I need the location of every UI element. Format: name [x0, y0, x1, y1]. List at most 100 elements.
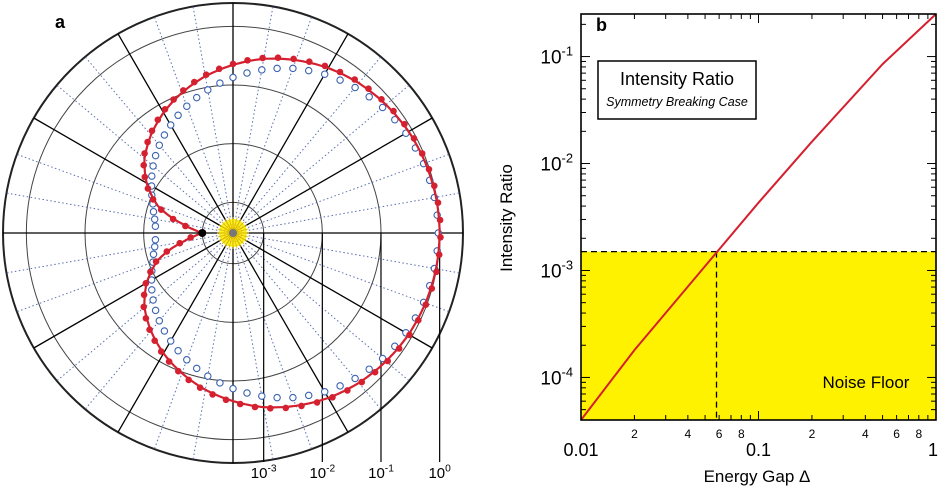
red-marker: [433, 268, 440, 276]
blue-marker: [150, 243, 159, 251]
blue-marker: [149, 296, 157, 304]
blue-marker: [166, 337, 175, 345]
red-marker: [371, 368, 379, 376]
red-marker: [169, 215, 177, 223]
red-marker: [182, 222, 189, 230]
red-marker: [425, 166, 433, 173]
blue-marker: [391, 115, 399, 124]
blue-marker: [320, 70, 329, 78]
legend-title: Intensity Ratio: [620, 69, 734, 89]
blue-marker: [229, 384, 237, 393]
red-marker: [365, 85, 372, 92]
red-marker: [151, 337, 158, 345]
y-axis-label: Intensity Ratio: [497, 164, 516, 272]
y-tick-label: 10-1: [540, 44, 573, 69]
red-marker: [418, 150, 426, 157]
blue-marker: [151, 306, 160, 315]
center-hatch: [217, 217, 249, 249]
red-marker: [344, 387, 351, 394]
grid-spoke: [117, 232, 234, 433]
red-marker: [148, 127, 156, 135]
axis-ticks: [580, 14, 936, 421]
blue-marker: [151, 236, 160, 244]
red-marker: [144, 138, 151, 146]
red-marker: [306, 58, 313, 65]
blue-marker: [258, 392, 266, 400]
red-marker: [163, 248, 171, 255]
red-marker: [422, 301, 430, 309]
blue-marker: [166, 121, 175, 129]
blue-marker: [258, 66, 266, 74]
blue-marker: [148, 286, 156, 294]
red-marker: [146, 326, 153, 334]
x-major-tick-label: 0.01: [563, 440, 598, 460]
red-marker: [149, 196, 157, 203]
radial-tick-labels: 10-3 10-2 10-1 100: [251, 464, 451, 482]
x-minor-tick-label: 6: [716, 427, 723, 441]
red-marker: [157, 206, 165, 213]
blue-marker: [216, 379, 224, 387]
blue-marker: [243, 69, 251, 77]
red-curve-endpoint: [198, 229, 207, 237]
x-minor-tick-label: 8: [915, 427, 922, 441]
panel-b-label: b: [596, 15, 607, 35]
red-marker: [267, 405, 274, 412]
blue-marker: [304, 391, 313, 400]
blue-marker: [183, 102, 191, 110]
blue-marker: [273, 64, 281, 73]
red-marker: [236, 400, 244, 408]
blue-marker: [174, 346, 182, 355]
red-marker: [191, 78, 198, 86]
red-marker: [185, 376, 192, 384]
red-marker: [436, 216, 444, 224]
red-marker: [170, 96, 177, 103]
x-minor-tick-label: 2: [631, 427, 638, 441]
y-tick-label: 10-2: [540, 151, 573, 176]
x-minor-tick-label: 6: [893, 427, 900, 441]
red-marker: [290, 55, 297, 63]
red-marker: [406, 331, 413, 339]
grid-spoke: [33, 232, 234, 349]
radial-tick-label: 100: [428, 464, 451, 482]
blue-marker: [351, 374, 359, 383]
red-marker: [428, 285, 436, 292]
red-marker: [390, 107, 397, 115]
legend-frame: [597, 60, 757, 120]
blue-marker: [149, 207, 158, 216]
x-axis-label: Energy Gap Δ: [704, 467, 811, 486]
x-minor-tick-label: 2: [809, 427, 816, 441]
noise-floor-annotation: Noise Floor: [823, 373, 910, 392]
red-marker: [142, 280, 150, 287]
red-marker: [152, 258, 160, 265]
x-minor-tick-label: 8: [738, 427, 745, 441]
noise-floor-region: [581, 251, 936, 420]
red-marker: [437, 234, 444, 241]
red-marker: [351, 76, 359, 83]
red-marker: [410, 135, 418, 142]
blue-marker: [148, 172, 156, 180]
blue-marker: [192, 93, 201, 102]
blue-marker: [216, 79, 224, 87]
blue-marker: [149, 162, 157, 170]
blue-marker: [192, 364, 201, 373]
red-marker: [165, 358, 173, 365]
grid-spoke: [33, 117, 234, 234]
blue-marker: [304, 66, 313, 75]
radial-tick-label: 10-1: [368, 464, 394, 482]
blue-marker: [378, 103, 387, 112]
line-panel-b: 0.01 0.1 1 2 4 6 8 2 4 6 8 10-4 10-3 10-2 10-1 b Inte…: [497, 13, 938, 486]
red-marker: [298, 402, 305, 410]
panel-a-label: a: [55, 12, 66, 32]
x-major-tick-label: 1: [928, 440, 938, 460]
blue-marker: [243, 389, 251, 397]
red-marker: [431, 182, 438, 190]
red-marker: [251, 403, 259, 411]
intensity-ratio-curve: [580, 13, 937, 421]
blue-marker: [289, 393, 297, 402]
blue-marker: [351, 83, 359, 92]
red-marker: [321, 62, 329, 70]
red-marker: [384, 357, 392, 365]
blue-marker: [149, 250, 158, 259]
blue-marker: [320, 388, 329, 396]
